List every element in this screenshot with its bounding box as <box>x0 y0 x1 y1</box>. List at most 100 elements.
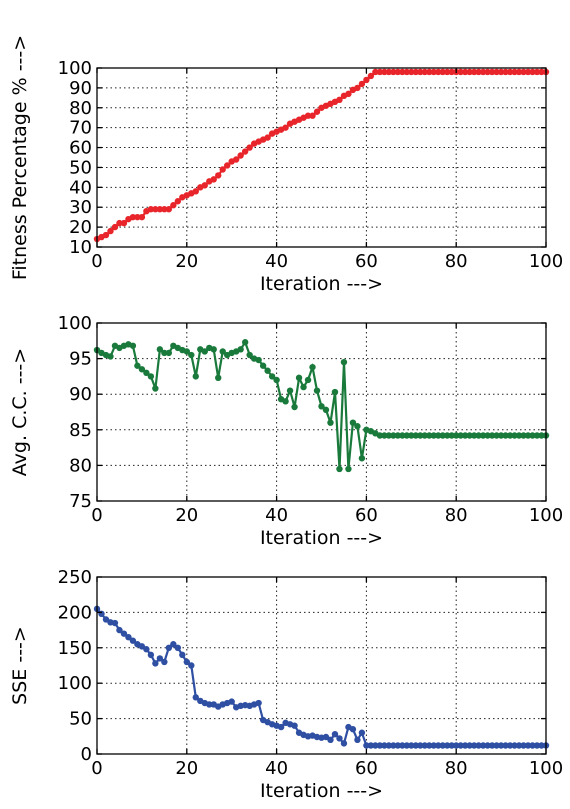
y-tick-label: 50 <box>69 157 92 178</box>
data-point <box>313 387 321 394</box>
data-point <box>376 432 384 439</box>
data-point <box>201 348 208 355</box>
data-point <box>444 432 451 439</box>
data-point <box>282 124 289 131</box>
data-point <box>515 68 523 76</box>
data-point <box>170 641 177 648</box>
y-tick-label: 150 <box>58 638 92 659</box>
data-point <box>291 722 298 729</box>
data-point <box>435 432 442 439</box>
x-tick-label: 100 <box>529 758 563 779</box>
data-point <box>453 432 460 439</box>
data-point <box>188 662 195 669</box>
data-point <box>129 342 137 349</box>
data-point <box>439 432 446 439</box>
data-point <box>430 68 437 76</box>
x-tick-label: 40 <box>265 251 288 272</box>
data-point <box>206 701 213 708</box>
data-point <box>156 206 164 213</box>
data-point <box>304 376 312 384</box>
data-point <box>183 348 190 355</box>
data-point <box>376 68 384 76</box>
data-point <box>497 68 505 76</box>
y-tick-label: 20 <box>69 217 92 238</box>
data-point <box>493 742 500 749</box>
data-point <box>313 108 321 115</box>
data-point <box>439 68 446 76</box>
data-point <box>192 373 199 380</box>
data-point <box>430 432 437 439</box>
data-point <box>147 373 155 380</box>
data-point <box>484 742 491 749</box>
y-tick-label: 85 <box>69 420 92 441</box>
data-point <box>134 213 141 221</box>
data-point <box>502 432 509 439</box>
y-tick-label: 0 <box>81 744 92 765</box>
data-point <box>300 383 307 391</box>
data-point <box>457 742 464 749</box>
data-point <box>174 644 182 651</box>
data-point <box>538 68 545 76</box>
x-tick-label: 20 <box>175 251 198 272</box>
data-point <box>506 68 514 76</box>
data-point <box>161 658 168 666</box>
data-point <box>515 742 523 749</box>
x-tick-label: 60 <box>355 251 378 272</box>
data-point <box>152 385 159 392</box>
data-point <box>448 68 455 76</box>
data-point <box>399 742 406 749</box>
y-tick-label: 100 <box>58 58 92 79</box>
data-point <box>457 432 464 439</box>
data-point <box>107 227 114 235</box>
data-point <box>340 740 348 747</box>
data-point <box>403 742 411 749</box>
data-point <box>533 432 541 439</box>
data-point <box>493 68 500 76</box>
data-point <box>457 68 464 76</box>
data-point <box>345 465 352 473</box>
data-point <box>201 182 208 189</box>
data-point <box>426 68 433 76</box>
data-point <box>318 403 325 410</box>
x-tick-label: 100 <box>529 505 563 526</box>
data-point <box>484 432 491 439</box>
data-point <box>259 362 267 369</box>
data-point <box>408 68 415 76</box>
data-point <box>102 231 110 239</box>
data-point <box>363 76 370 84</box>
data-point <box>152 206 159 213</box>
data-point <box>224 162 231 169</box>
x-tick-label: 100 <box>529 251 563 272</box>
data-point <box>336 465 343 473</box>
y-axis-label: Fitness Percentage % ---> <box>9 35 31 280</box>
data-point <box>376 742 384 749</box>
x-tick-label: 0 <box>91 251 102 272</box>
data-point <box>453 742 460 749</box>
x-tick-label: 80 <box>445 758 468 779</box>
data-point <box>156 655 164 662</box>
data-point <box>533 68 541 76</box>
y-tick-label: 80 <box>69 455 92 476</box>
data-point <box>408 432 415 439</box>
data-point <box>358 729 366 736</box>
data-point <box>538 432 545 439</box>
data-point <box>255 356 262 364</box>
x-axis-label: Iteration ---> <box>260 273 383 295</box>
data-point <box>444 742 451 749</box>
data-point <box>475 432 482 439</box>
data-point <box>277 723 285 731</box>
data-point <box>349 419 357 426</box>
data-point <box>282 398 289 405</box>
data-point <box>340 358 348 366</box>
data-point <box>529 68 536 76</box>
plot-frame <box>96 322 547 502</box>
data-point <box>511 68 518 76</box>
data-point <box>520 432 527 439</box>
plot-area <box>97 577 546 754</box>
data-point <box>336 96 343 104</box>
data-point <box>479 432 487 439</box>
data-point <box>354 736 361 744</box>
data-point <box>385 742 393 749</box>
data-point <box>98 610 105 618</box>
